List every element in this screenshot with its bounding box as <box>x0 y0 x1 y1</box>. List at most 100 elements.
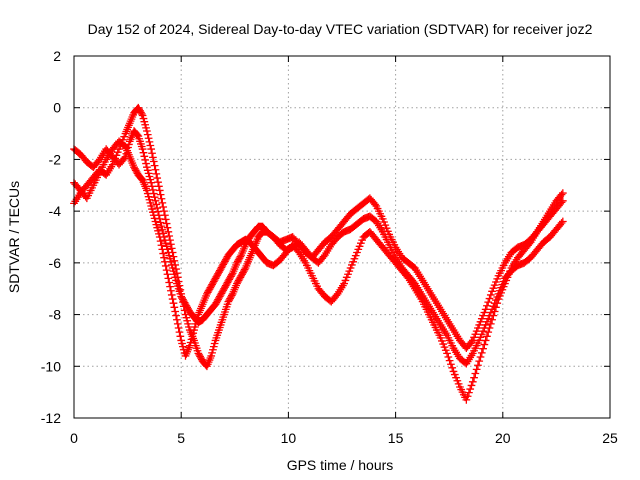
data-point <box>164 274 173 283</box>
data-point <box>477 330 486 339</box>
data-point <box>149 153 157 162</box>
data-point <box>143 166 152 175</box>
data-point <box>165 251 174 260</box>
data-point <box>108 160 117 169</box>
data-point <box>157 194 166 203</box>
data-point <box>480 308 489 317</box>
data-point <box>480 340 489 349</box>
data-point <box>468 377 477 386</box>
data-point <box>144 192 153 201</box>
data-point <box>166 282 174 291</box>
data-point <box>145 172 154 181</box>
data-point <box>182 313 191 322</box>
data-point <box>471 369 480 378</box>
data-point <box>159 203 168 211</box>
data-point <box>146 175 155 184</box>
y-tick-label: -10 <box>41 358 61 374</box>
data-point <box>156 190 165 199</box>
data-point <box>466 385 475 393</box>
data-point <box>144 134 153 143</box>
data-point <box>381 221 390 229</box>
data-point <box>165 278 174 287</box>
y-axis-title: SDTVAR / TECUs <box>6 181 22 293</box>
data-point <box>193 313 202 322</box>
data-point <box>142 159 150 168</box>
data-point <box>191 323 199 331</box>
data-point <box>489 284 498 293</box>
data-point <box>209 342 218 351</box>
data-point <box>440 343 449 352</box>
data-point <box>438 337 446 345</box>
data-point <box>210 339 219 348</box>
data-point <box>484 314 493 323</box>
data-point <box>483 317 491 326</box>
data-point <box>148 182 156 191</box>
data-point <box>471 330 480 339</box>
data-point <box>155 230 163 238</box>
data-point <box>161 211 169 220</box>
data-point <box>158 199 167 207</box>
data-point <box>468 336 477 345</box>
data-point <box>498 285 507 294</box>
data-point <box>158 245 167 254</box>
data-point <box>160 207 168 215</box>
data-point <box>479 327 487 335</box>
data-point <box>155 233 164 241</box>
data-point <box>342 273 351 282</box>
data-point <box>474 324 482 332</box>
data-point <box>354 245 363 254</box>
data-point <box>152 220 161 229</box>
data-point <box>157 241 166 250</box>
axis-ticks <box>73 55 611 419</box>
data-point <box>160 253 168 262</box>
data-point <box>358 236 367 244</box>
data-point <box>450 370 459 379</box>
data-point <box>499 282 508 291</box>
data-point <box>353 248 361 257</box>
data-point <box>477 314 486 323</box>
data-point <box>146 199 155 207</box>
y-tick-label: -8 <box>49 307 62 323</box>
data-point <box>170 256 179 265</box>
data-point <box>162 219 171 228</box>
data-point <box>162 266 171 274</box>
data-point <box>167 286 175 295</box>
data-point <box>188 332 197 341</box>
data-point <box>345 267 354 275</box>
data-point <box>149 189 158 198</box>
data-point <box>444 353 453 361</box>
data-point <box>494 295 503 303</box>
data-point <box>139 114 148 123</box>
data-point <box>475 357 484 365</box>
data-point <box>177 336 186 345</box>
data-point <box>189 329 198 338</box>
data-point <box>492 278 500 286</box>
data-point <box>148 149 156 158</box>
data-point <box>355 242 364 251</box>
y-tick-label: -4 <box>49 203 62 219</box>
data-point <box>144 169 153 178</box>
data-point <box>149 208 157 217</box>
data-point <box>348 261 356 269</box>
data-point <box>171 307 180 316</box>
data-point <box>349 257 357 266</box>
data-point <box>453 376 462 385</box>
data-point <box>454 380 463 388</box>
data-point <box>490 307 499 316</box>
data-point <box>140 152 149 161</box>
data-point <box>192 316 201 325</box>
data-point <box>341 276 350 285</box>
data-point <box>489 311 498 320</box>
data-point <box>488 287 496 296</box>
data-point <box>143 130 152 139</box>
data-point <box>186 338 195 347</box>
data-point <box>161 257 169 266</box>
data-point <box>190 326 198 334</box>
data-point <box>145 137 154 146</box>
data-point <box>475 336 484 345</box>
data-point <box>506 267 514 275</box>
data-point <box>166 254 174 263</box>
data-point <box>558 196 567 205</box>
